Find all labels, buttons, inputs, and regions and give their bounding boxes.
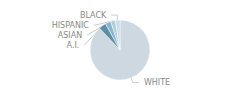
svg-text:ASIAN: ASIAN	[58, 31, 82, 40]
svg-text:BLACK: BLACK	[80, 11, 107, 20]
svg-text:A.I.: A.I.	[67, 41, 80, 50]
svg-text:HISPANIC: HISPANIC	[52, 21, 90, 30]
svg-text:WHITE: WHITE	[144, 78, 170, 87]
